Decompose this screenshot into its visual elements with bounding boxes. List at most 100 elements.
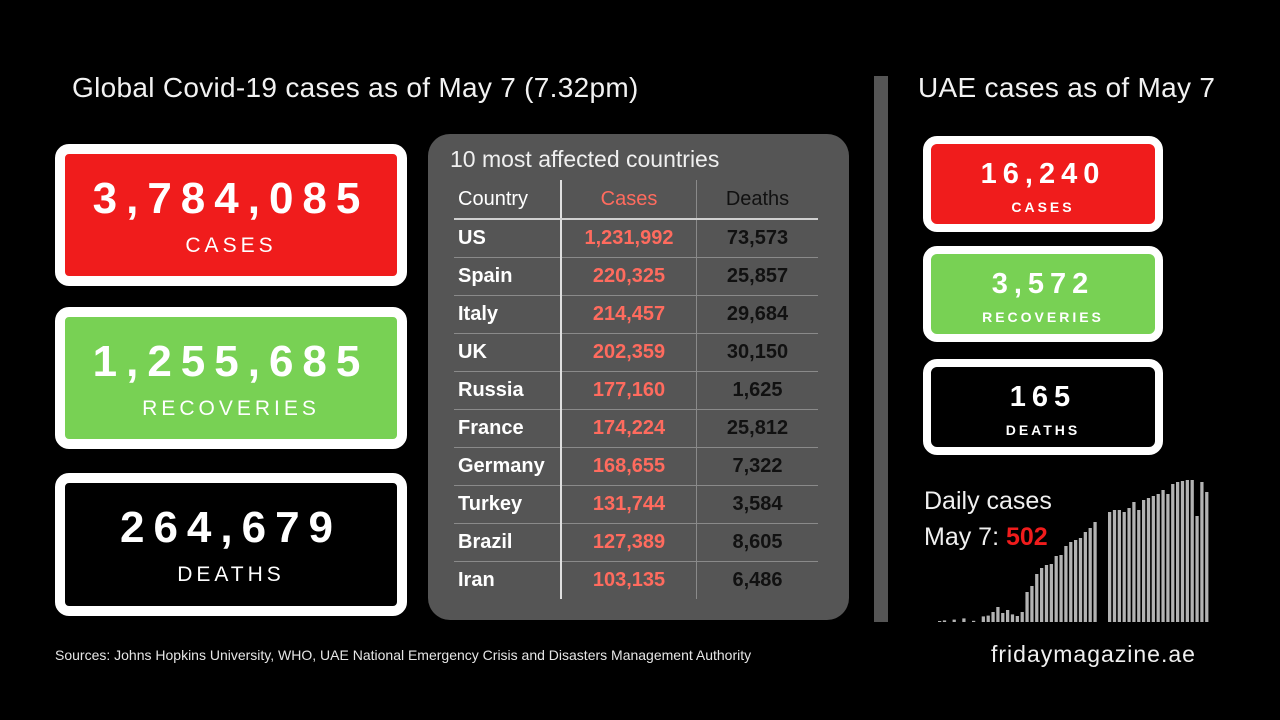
chart-bar (1176, 482, 1180, 622)
chart-bar (1040, 568, 1044, 622)
cell-country: France (454, 409, 562, 448)
cell-cases: 202,359 (560, 333, 697, 372)
table-row: Spain 220,325 25,857 (454, 257, 818, 296)
cell-country: Brazil (454, 523, 562, 562)
daily-cases-label: Daily cases (924, 487, 1052, 515)
table-row: France 174,224 25,812 (454, 409, 818, 448)
chart-bar (1059, 555, 1063, 622)
global-cases-card: 3,784,085 CASES (55, 144, 407, 286)
chart-bar (1171, 484, 1175, 622)
cell-cases: 177,160 (560, 371, 697, 410)
cell-deaths: 6,486 (696, 561, 818, 599)
chart-bar (1195, 516, 1199, 622)
section-divider (874, 76, 888, 622)
chart-bar (942, 620, 947, 622)
chart-bar (1025, 592, 1029, 622)
chart-bar (1156, 494, 1160, 622)
chart-bar (1200, 482, 1204, 622)
chart-bar (1137, 510, 1141, 622)
uae-cases-card: 16,240 CASES (923, 136, 1163, 232)
cell-cases: 220,325 (560, 257, 697, 296)
table-row: UK 202,359 30,150 (454, 333, 818, 372)
chart-bar (1127, 508, 1131, 622)
countries-title: 10 most affected countries (450, 146, 720, 172)
table-row: Brazil 127,389 8,605 (454, 523, 818, 562)
uae-recoveries-value: 3,572 (991, 268, 1095, 300)
sources-text: Sources: Johns Hopkins University, WHO, … (55, 647, 752, 663)
chart-bar (1015, 616, 1019, 622)
cell-country: Russia (454, 371, 562, 410)
table-row: Germany 168,655 7,322 (454, 447, 818, 486)
chart-bar (1054, 556, 1058, 622)
chart-bar (1001, 613, 1005, 622)
cell-cases: 131,744 (560, 485, 697, 524)
cell-country: Italy (454, 295, 562, 334)
uae-deaths-label: DEATHS (1005, 422, 1081, 438)
cell-country: US (454, 218, 562, 258)
daily-cases-chart (938, 480, 1209, 622)
chart-bar (991, 612, 995, 622)
cell-country: UK (454, 333, 562, 372)
chart-bar (1205, 492, 1209, 622)
cell-deaths: 73,573 (696, 218, 818, 258)
countries-panel: 10 most affected countries Country Cases… (428, 134, 849, 620)
chart-bar (1190, 480, 1194, 622)
table-row: US 1,231,992 73,573 (454, 218, 818, 258)
chart-bar (1180, 481, 1185, 622)
cell-deaths: 25,857 (696, 257, 818, 296)
chart-bar (1049, 564, 1053, 622)
cell-deaths: 25,812 (696, 409, 818, 448)
chart-bar (1020, 612, 1024, 622)
global-deaths-value: 264,679 (119, 503, 343, 552)
chart-bar (1117, 510, 1121, 622)
chart-bar (1069, 542, 1073, 622)
cell-country: Turkey (454, 485, 562, 524)
header-country: Country (454, 180, 562, 220)
header-cases: Cases (560, 180, 697, 220)
chart-bar (952, 619, 956, 622)
cell-country: Germany (454, 447, 562, 486)
header-deaths: Deaths (696, 180, 818, 220)
cell-cases: 214,457 (560, 295, 697, 334)
cell-deaths: 8,605 (696, 523, 818, 562)
cell-cases: 168,655 (560, 447, 697, 486)
uae-cases-value: 16,240 (980, 158, 1106, 190)
table-row: Turkey 131,744 3,584 (454, 485, 818, 524)
chart-bar (986, 615, 990, 622)
daily-cases-readout: May 7: 502 (924, 523, 1048, 552)
cell-deaths: 29,684 (696, 295, 818, 334)
global-deaths-label: DEATHS (177, 563, 285, 586)
chart-bar (1151, 496, 1155, 622)
chart-bar (1044, 565, 1049, 622)
uae-recoveries-card: 3,572 RECOVERIES (923, 246, 1163, 342)
chart-bar (996, 607, 1000, 622)
cell-country: Spain (454, 257, 562, 296)
table-row: Italy 214,457 29,684 (454, 295, 818, 334)
chart-bar (1074, 540, 1078, 622)
cell-cases: 174,224 (560, 409, 697, 448)
chart-bar (1006, 610, 1010, 622)
global-cases-label: CASES (185, 234, 277, 257)
daily-date-label: May 7: (924, 523, 1000, 551)
brand-text: fridaymagazine.ae (991, 641, 1196, 667)
chart-bar (1010, 614, 1015, 622)
global-recoveries-card: 1,255,685 RECOVERIES (55, 307, 407, 449)
chart-bar (938, 621, 942, 622)
chart-bar (1132, 502, 1136, 622)
table-header-row: Country Cases Deaths (454, 180, 818, 220)
countries-table: Country Cases Deaths US 1,231,992 73,573 Sp… (454, 180, 818, 599)
chart-bar (962, 618, 966, 622)
cell-country: Iran (454, 561, 562, 599)
chart-bar (1166, 494, 1170, 622)
chart-bar (1030, 586, 1034, 622)
uae-deaths-card: 165 DEATHS (923, 359, 1163, 455)
global-title: Global Covid-19 cases as of May 7 (7.32p… (72, 72, 639, 103)
table-row: Iran 103,135 6,486 (454, 561, 818, 599)
global-deaths-card: 264,679 DEATHS (55, 473, 407, 616)
chart-bar (1035, 574, 1039, 622)
chart-bar (1122, 512, 1126, 622)
cell-deaths: 7,322 (696, 447, 818, 486)
chart-bar (981, 616, 985, 622)
global-recoveries-value: 1,255,685 (92, 337, 370, 386)
chart-bar (1088, 528, 1092, 622)
